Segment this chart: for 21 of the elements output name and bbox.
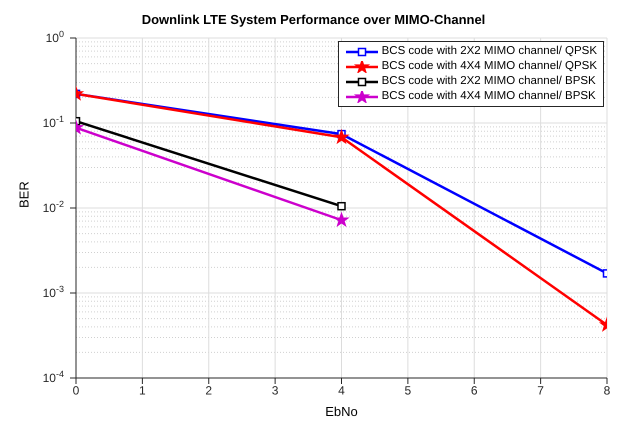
x-tick-label: 4 — [338, 384, 346, 398]
x-tick-label: 7 — [537, 384, 544, 398]
y-tick-label: 10$^{-1}$ — [42, 114, 64, 130]
x-tick-label: 5 — [404, 384, 412, 398]
x-tick-label: 3 — [272, 384, 279, 398]
legend-label: BCS code with 2X2 MIMO channel/ BPSK — [382, 74, 596, 89]
x-tick-label: 8 — [604, 384, 611, 398]
y-tick-label: 10$^{-2}$ — [42, 199, 64, 215]
x-axis-title: EbNo — [325, 404, 358, 419]
y-tick-label: 10$^{-4}$ — [42, 369, 64, 385]
chart-title: Downlink LTE System Performance over MIMO-Channel — [140, 12, 486, 27]
y-tick-label: 10$^{0}$ — [46, 29, 64, 45]
x-tick-label: 0 — [72, 384, 80, 398]
x-tick-label: 6 — [470, 384, 478, 398]
legend-label: BCS code with 4X4 MIMO channel/ BPSK — [382, 89, 596, 104]
legend-label: BCS code with 2X2 MIMO channel/ QPSK — [382, 44, 597, 59]
x-tick-label: 1 — [139, 384, 146, 398]
legend-label: BCS code with 4X4 MIMO channel/ QPSK — [382, 59, 597, 74]
x-tick-label: 2 — [205, 384, 212, 398]
y-tick-label: 10$^{-3}$ — [42, 284, 64, 300]
y-axis-title: BER — [16, 181, 32, 208]
